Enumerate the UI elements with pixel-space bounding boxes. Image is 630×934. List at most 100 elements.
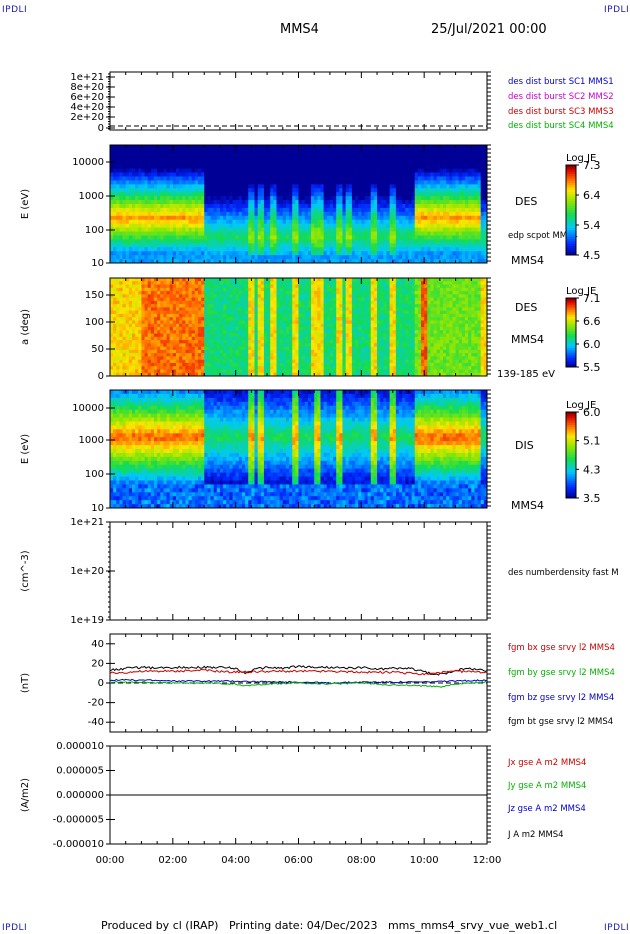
spectrogram-cell <box>248 259 252 264</box>
spectrogram-cell <box>276 204 281 209</box>
spectrogram-cell <box>135 211 139 217</box>
spectrogram-cell <box>254 259 259 264</box>
spectrogram-cell <box>317 219 321 225</box>
spectrogram-cell <box>339 188 343 193</box>
spectrogram-cell <box>153 349 158 354</box>
spectrogram-cell <box>122 188 127 193</box>
spectrogram-cell <box>402 145 406 150</box>
spectrogram-cell <box>138 160 142 166</box>
spectrogram-cell <box>285 160 290 166</box>
spectrogram-cell <box>276 223 281 228</box>
spectrogram-cell <box>116 291 120 295</box>
spectrogram-cell <box>380 168 384 173</box>
spectrogram-cell <box>119 247 123 252</box>
spectrogram-cell <box>191 278 196 282</box>
spectrogram-cell <box>141 211 145 217</box>
spectrogram-cell <box>395 247 400 252</box>
spectrogram-cell <box>474 148 478 154</box>
spectrogram-cell <box>248 152 252 158</box>
spectrogram-cell <box>433 247 438 252</box>
spectrogram-cell <box>458 152 463 158</box>
spectrogram-cell <box>194 310 199 315</box>
spectrogram-cell <box>179 327 183 331</box>
spectrogram-cell <box>229 164 233 169</box>
spectrogram-cell <box>289 255 293 260</box>
spectrogram-cell <box>355 192 359 197</box>
spectrogram-cell <box>307 243 312 248</box>
spectrogram-cell <box>128 336 133 341</box>
spectrogram-cell <box>135 366 139 370</box>
spectrogram-cell <box>285 145 290 150</box>
spectrogram-cell <box>150 196 155 201</box>
spectrogram-cell <box>317 156 321 162</box>
spectrogram-cell <box>128 362 133 367</box>
spectrogram-cell <box>339 200 343 205</box>
spectrogram-cell <box>204 211 208 217</box>
spectrogram-cell <box>194 176 199 181</box>
spectrogram-cell <box>179 330 183 334</box>
spectrogram-cell <box>408 200 412 205</box>
spectrogram-cell <box>135 369 139 374</box>
spectrogram-cell <box>138 284 142 289</box>
spectrogram-cell <box>157 219 161 225</box>
spectrogram-cell <box>292 188 296 193</box>
spectrogram-cell <box>131 219 136 225</box>
spectrogram-cell <box>392 219 397 225</box>
spectrogram-cell <box>113 297 117 302</box>
spectrogram-cell <box>122 317 127 321</box>
spectrogram-cell <box>204 188 208 193</box>
spectrogram-cell <box>147 215 152 221</box>
spectrogram-cell <box>373 215 378 221</box>
spectrogram-cell <box>446 251 450 256</box>
spectrogram-cell <box>304 219 309 225</box>
spectrogram-cell <box>138 281 142 285</box>
spectrogram-cell <box>298 247 303 252</box>
spectrogram-cell <box>122 160 127 166</box>
spectrogram-cell <box>260 259 265 264</box>
spectrogram-cell <box>298 145 303 150</box>
spectrogram-cell <box>122 227 127 232</box>
spectrogram-cell <box>219 336 224 341</box>
spectrogram-cell <box>317 247 321 252</box>
spectrogram-cell <box>119 239 123 244</box>
spectrogram-cell <box>213 180 218 185</box>
spectrogram-cell <box>430 168 434 173</box>
spectrogram-cell <box>113 310 117 315</box>
spectrogram-cell <box>166 284 171 289</box>
spectrogram-cell <box>191 148 196 154</box>
spectrogram-cell <box>320 188 325 193</box>
spectrogram-cell <box>166 304 171 308</box>
y-tick-label: 8e+20 <box>70 82 104 93</box>
spectrogram-cell <box>411 247 416 252</box>
spectrogram-cell <box>285 259 290 264</box>
spectrogram-cell <box>138 168 142 173</box>
spectrogram-cell <box>128 204 133 209</box>
spectrogram-cell <box>229 180 233 185</box>
spectrogram-cell <box>436 164 441 169</box>
spectrogram-cell <box>131 369 136 374</box>
spectrogram-cell <box>317 200 321 205</box>
spectrogram-cell <box>345 207 350 213</box>
spectrogram-cell <box>430 255 434 260</box>
spectrogram-cell <box>471 145 475 150</box>
spectrogram-cell <box>298 176 303 181</box>
spectrogram-cell <box>471 192 475 197</box>
spectrogram-cell <box>188 317 193 321</box>
spectrogram-cell <box>213 255 218 260</box>
spectrogram-cell <box>364 239 369 244</box>
spectrogram-cell <box>421 168 425 173</box>
spectrogram-cell <box>351 145 356 150</box>
spectrogram-cell <box>235 204 240 209</box>
spectrogram-cell <box>204 247 208 252</box>
spectrogram-cell <box>339 235 343 240</box>
spectrogram-cell <box>232 176 237 181</box>
spectrogram-cell <box>131 204 136 209</box>
spectrogram-cell <box>163 156 167 162</box>
spectrogram-cell <box>166 207 171 213</box>
spectrogram-cell <box>323 255 328 260</box>
spectrogram-cell <box>345 235 350 240</box>
spectrogram-cell <box>229 188 233 193</box>
spectrogram-cell <box>377 227 381 232</box>
spectrogram-cell <box>389 204 394 209</box>
spectrogram-cell <box>399 164 403 169</box>
